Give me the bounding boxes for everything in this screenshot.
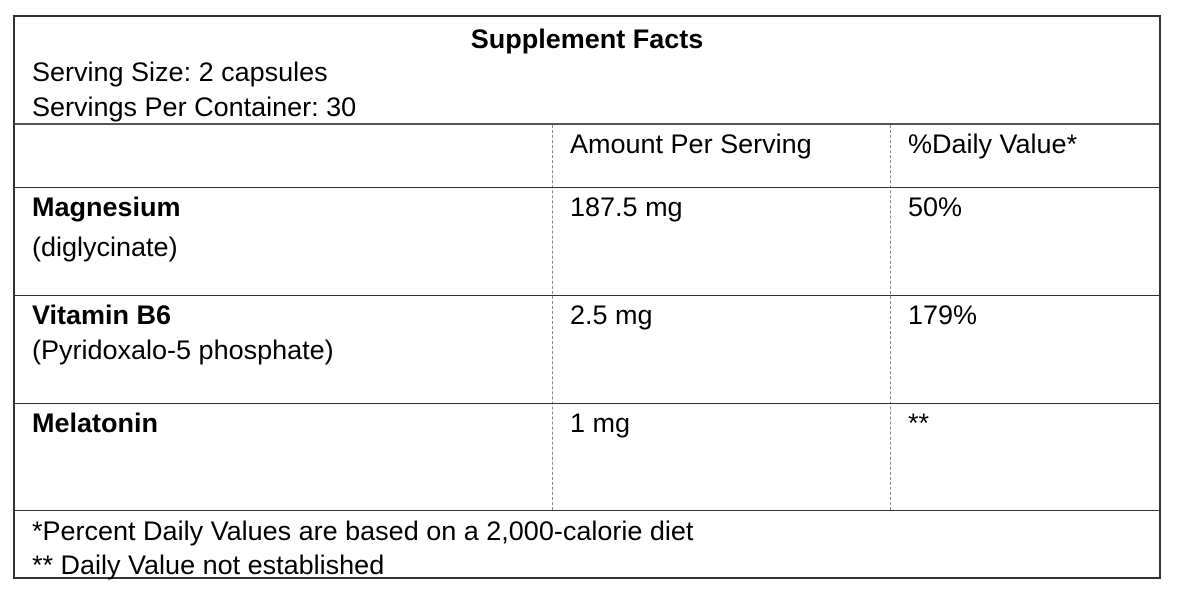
nutrient-name-melatonin: Melatonin [32, 408, 158, 438]
column-header-daily-value: %Daily Value* [908, 129, 1078, 159]
serving-size: Serving Size: 2 capsules [32, 57, 328, 87]
nutrient-form-magnesium: (diglycinate) [32, 232, 178, 262]
nutrient-amount-vitamin-b6: 2.5 mg [570, 300, 653, 330]
supplement-facts-panel: Supplement Facts Serving Size: 2 capsule… [13, 15, 1161, 580]
row-divider [15, 187, 1159, 188]
column-header-amount: Amount Per Serving [570, 129, 812, 159]
column-divider-daily-value [890, 125, 891, 510]
footnote-percent-daily-values: *Percent Daily Values are based on a 2,0… [32, 516, 694, 546]
nutrient-name-vitamin-b6: Vitamin B6 [32, 300, 172, 330]
label-header: Supplement Facts Serving Size: 2 capsule… [15, 17, 1159, 125]
footnote-not-established: ** Daily Value not established [32, 550, 385, 580]
servings-per-container: Servings Per Container: 30 [32, 92, 357, 122]
nutrient-daily-value-magnesium: 50% [908, 192, 963, 222]
nutrient-form-vitamin-b6: (Pyridoxalo-5 phosphate) [32, 335, 334, 365]
column-divider-amount [552, 125, 553, 510]
label-title: Supplement Facts [470, 24, 704, 54]
nutrient-amount-magnesium: 187.5 mg [570, 192, 683, 222]
nutrient-name-magnesium: Magnesium [32, 192, 181, 222]
row-divider [15, 295, 1159, 296]
row-divider [15, 510, 1159, 511]
nutrient-daily-value-melatonin: ** [908, 408, 930, 438]
nutrient-daily-value-vitamin-b6: 179% [908, 300, 978, 330]
row-divider [15, 403, 1159, 404]
nutrient-amount-melatonin: 1 mg [570, 408, 631, 438]
